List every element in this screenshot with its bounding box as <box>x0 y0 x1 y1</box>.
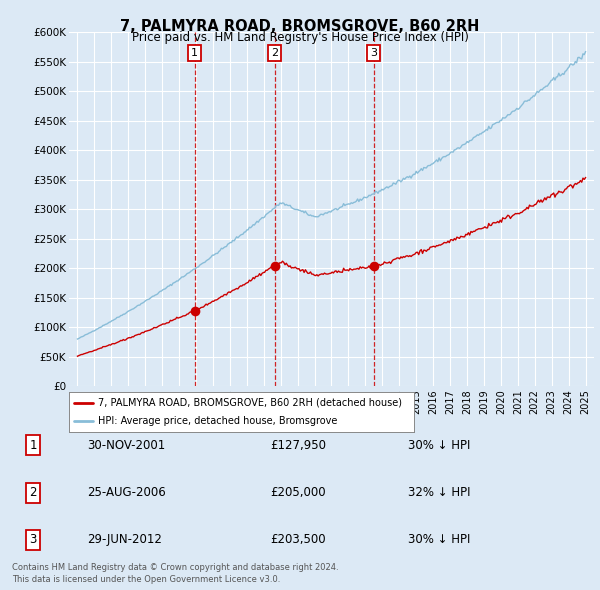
Text: 3: 3 <box>370 48 377 58</box>
Text: £127,950: £127,950 <box>270 439 326 452</box>
Text: Price paid vs. HM Land Registry's House Price Index (HPI): Price paid vs. HM Land Registry's House … <box>131 31 469 44</box>
Text: HPI: Average price, detached house, Bromsgrove: HPI: Average price, detached house, Brom… <box>98 416 338 426</box>
Text: This data is licensed under the Open Government Licence v3.0.: This data is licensed under the Open Gov… <box>12 575 280 584</box>
Text: 1: 1 <box>191 48 198 58</box>
Text: 30% ↓ HPI: 30% ↓ HPI <box>408 533 470 546</box>
Text: 3: 3 <box>29 533 37 546</box>
Text: 29-JUN-2012: 29-JUN-2012 <box>87 533 162 546</box>
Text: 2: 2 <box>271 48 278 58</box>
Text: 25-AUG-2006: 25-AUG-2006 <box>87 486 166 499</box>
Text: £203,500: £203,500 <box>270 533 326 546</box>
Text: 32% ↓ HPI: 32% ↓ HPI <box>408 486 470 499</box>
Text: 30-NOV-2001: 30-NOV-2001 <box>87 439 165 452</box>
Text: 2: 2 <box>29 486 37 499</box>
Text: Contains HM Land Registry data © Crown copyright and database right 2024.: Contains HM Land Registry data © Crown c… <box>12 563 338 572</box>
Text: 7, PALMYRA ROAD, BROMSGROVE, B60 2RH: 7, PALMYRA ROAD, BROMSGROVE, B60 2RH <box>121 19 479 34</box>
Text: 1: 1 <box>29 439 37 452</box>
Text: 30% ↓ HPI: 30% ↓ HPI <box>408 439 470 452</box>
Text: £205,000: £205,000 <box>270 486 326 499</box>
Text: 7, PALMYRA ROAD, BROMSGROVE, B60 2RH (detached house): 7, PALMYRA ROAD, BROMSGROVE, B60 2RH (de… <box>98 398 403 408</box>
